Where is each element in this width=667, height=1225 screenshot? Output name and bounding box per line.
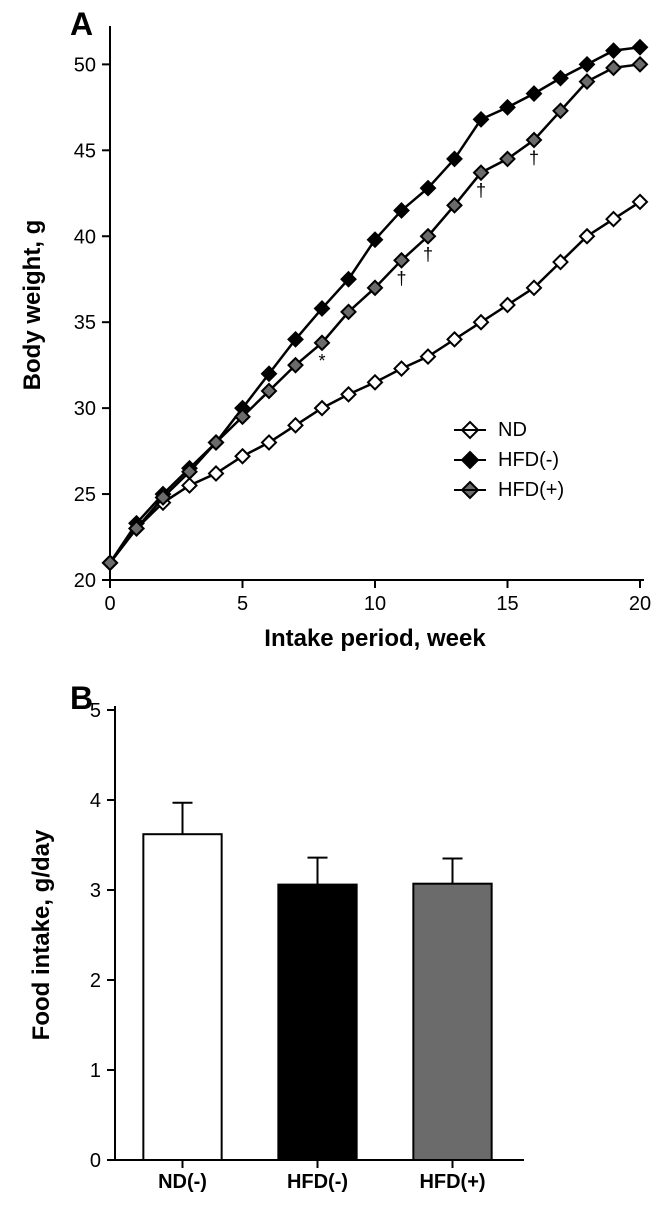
marker-ND [236, 449, 250, 463]
marker-ND [395, 362, 409, 376]
svg-text:35: 35 [74, 312, 96, 334]
legend-label: ND [498, 419, 527, 441]
svg-text:0: 0 [90, 1150, 101, 1172]
bar-HFD(-) [278, 885, 356, 1160]
figure-root: A 2025303540455005101520Body weight, gIn… [0, 0, 667, 1225]
svg-text:50: 50 [74, 54, 96, 76]
svg-text:4: 4 [90, 790, 101, 812]
annotation: † [396, 268, 406, 288]
marker-HFD(-) [633, 40, 647, 54]
marker-ND [315, 401, 329, 415]
svg-text:45: 45 [74, 140, 96, 162]
marker-ND [501, 298, 515, 312]
svg-text:3: 3 [90, 880, 101, 902]
annotation: * [318, 351, 325, 371]
marker-ND [262, 436, 276, 450]
panel-a-svg: 20 25 30 35 40 45 50 0 5 10 15 20 Body weight, g Inta… [0, 0, 667, 660]
marker-HFD(+) [607, 61, 621, 75]
svg-text:Food intake, g/day: Food intake, g/day [28, 829, 55, 1040]
svg-text:1: 1 [90, 1060, 101, 1082]
marker-ND [209, 466, 223, 480]
marker-ND [474, 315, 488, 329]
svg-text:20: 20 [74, 570, 96, 592]
svg-text:30: 30 [74, 398, 96, 420]
marker-ND [448, 332, 462, 346]
panel-b-label: B [70, 680, 93, 717]
panel-a-label: A [70, 6, 93, 43]
panel-b-svg: 012345Food intake, g/dayND(-)HFD(-)HFD(+… [0, 680, 560, 1220]
panel-b: B 012345Food intake, g/dayND(-)HFD(-)HFD… [0, 680, 560, 1220]
marker-HFD(-) [607, 44, 621, 58]
marker-ND [368, 375, 382, 389]
svg-text:20: 20 [629, 593, 651, 615]
marker-ND [607, 212, 621, 226]
svg-text:15: 15 [496, 593, 518, 615]
annotation: † [423, 244, 433, 264]
bar-ND(-) [143, 834, 221, 1160]
category-label: HFD(-) [287, 1171, 348, 1193]
svg-text:0: 0 [104, 593, 115, 615]
marker-ND [633, 195, 647, 209]
bar-HFD(+) [413, 884, 491, 1160]
marker-HFD(-) [501, 100, 515, 114]
svg-text:40: 40 [74, 226, 96, 248]
panel-a: A 20 25 30 35 40 45 50 0 5 10 15 20 Body weight, g In… [0, 0, 667, 660]
svg-text:Body weight, g: Body weight, g [19, 220, 46, 391]
marker-HFD(+) [633, 57, 647, 71]
marker-ND [421, 350, 435, 364]
legend-label: HFD(+) [498, 479, 564, 501]
marker-HFD(-) [554, 71, 568, 85]
category-label: ND(-) [158, 1171, 207, 1193]
svg-text:2: 2 [90, 970, 101, 992]
svg-text:Intake period, week: Intake period, week [264, 625, 486, 652]
marker-HFD(-) [474, 112, 488, 126]
svg-text:25: 25 [74, 484, 96, 506]
annotation: † [529, 148, 539, 168]
marker-ND [289, 418, 303, 432]
marker-ND [183, 478, 197, 492]
svg-text:10: 10 [364, 593, 386, 615]
marker-HFD(-) [527, 87, 541, 101]
annotation: † [476, 181, 486, 201]
marker-ND [342, 387, 356, 401]
legend-label: HFD(-) [498, 449, 559, 471]
marker-HFD(-) [580, 57, 594, 71]
svg-text:5: 5 [237, 593, 248, 615]
category-label: HFD(+) [419, 1171, 485, 1193]
